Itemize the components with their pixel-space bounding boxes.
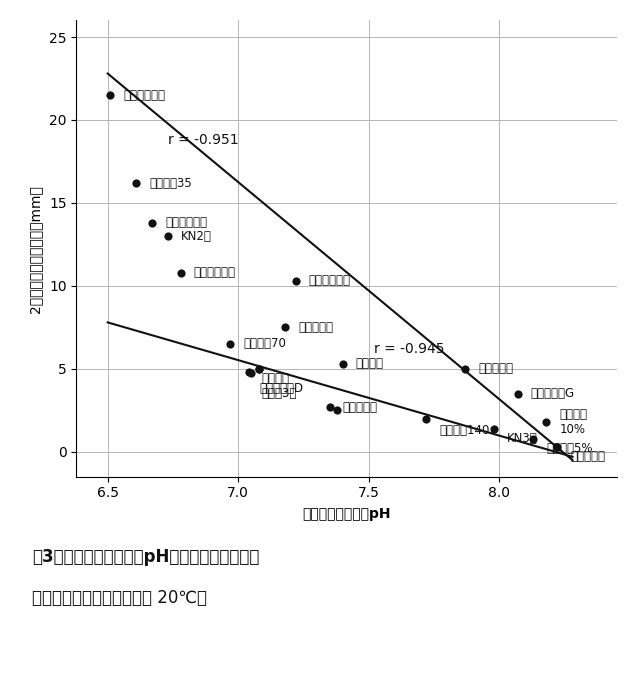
X-axis label: メイロン混合後のpH: メイロン混合後のpH [302, 507, 391, 522]
Text: ラクテックG: ラクテックG [530, 387, 575, 400]
Text: フィジオ140: フィジオ140 [439, 424, 490, 437]
Text: ラクテック: ラクテック [478, 362, 513, 375]
Point [163, 231, 173, 242]
Text: r = -0.951: r = -0.951 [168, 133, 238, 147]
Y-axis label: 2時間後の液面低下値（mm）: 2時間後の液面低下値（mm） [28, 185, 42, 313]
Text: 下値（測定時室温：約 20℃）: 下値（測定時室温：約 20℃） [32, 589, 207, 607]
Point [421, 413, 431, 424]
Text: 図3　メイロン混合後のpHと２時間後の液面低: 図3 メイロン混合後のpHと２時間後の液面低 [32, 548, 259, 566]
Text: ラクテックD: ラクテックD [259, 382, 303, 395]
Text: r = -0.945: r = -0.945 [374, 342, 445, 356]
Point [147, 217, 157, 228]
Point [552, 441, 562, 452]
Point [254, 364, 264, 375]
Point [460, 364, 471, 375]
Point [254, 364, 264, 375]
Text: トリフリード: トリフリード [165, 217, 207, 229]
Text: ピカネイト: ピカネイト [343, 400, 378, 413]
Text: KN3号: KN3号 [508, 432, 538, 445]
Point [541, 417, 551, 428]
Text: プラスアミノ: プラスアミノ [123, 89, 165, 101]
Point [291, 276, 301, 287]
Text: KN2号: KN2号 [181, 229, 212, 242]
Point [513, 388, 523, 399]
Text: 大塚糖液5%: 大塚糖液5% [546, 442, 593, 455]
Point [105, 90, 115, 101]
Point [176, 267, 186, 278]
Text: フィジオ35: フィジオ35 [149, 176, 192, 189]
Text: フィジオ
ゾール3号: フィジオ ゾール3号 [262, 373, 297, 400]
Point [244, 367, 254, 378]
Point [324, 402, 335, 413]
Point [280, 322, 291, 333]
Text: アミパレン: アミパレン [298, 321, 333, 334]
Point [529, 433, 539, 444]
Text: 大塚生食注: 大塚生食注 [570, 450, 605, 463]
Point [333, 405, 343, 416]
Text: 大塚糖液
10%: 大塚糖液 10% [560, 408, 588, 436]
Text: キドミン: キドミン [356, 358, 384, 370]
Point [246, 368, 256, 379]
Text: フィジオ70: フィジオ70 [244, 338, 286, 351]
Point [131, 178, 141, 189]
Point [225, 338, 235, 349]
Text: アミノレバン: アミノレバン [194, 266, 236, 279]
Text: ビーフリード: ビーフリード [308, 274, 350, 287]
Point [489, 423, 499, 434]
Point [338, 358, 348, 369]
